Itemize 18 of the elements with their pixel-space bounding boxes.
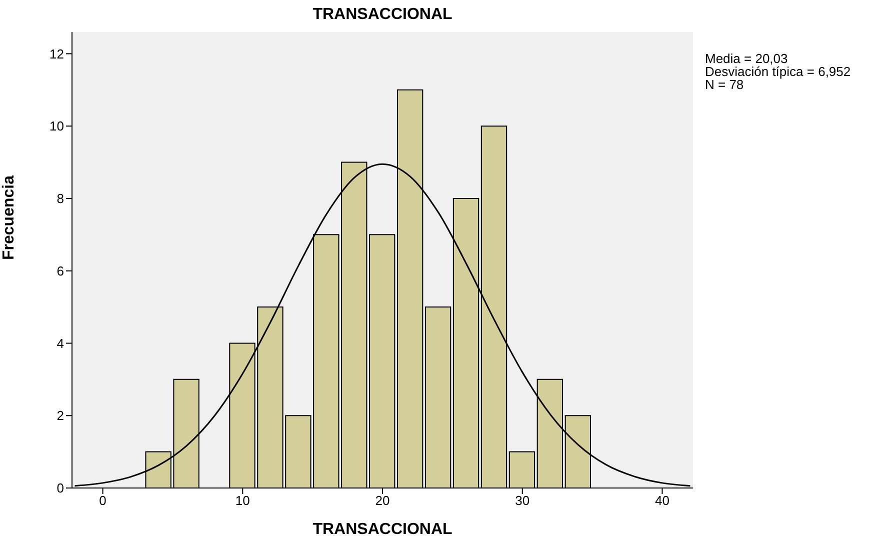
x-tick-label: 30 bbox=[515, 493, 530, 508]
text: N = 78 bbox=[705, 77, 745, 92]
y-tick-label: 8 bbox=[56, 191, 64, 206]
y-tick-label: 4 bbox=[56, 336, 64, 351]
chart-title: TRANSACCIONAL bbox=[312, 6, 454, 24]
y-tick-label: 10 bbox=[50, 118, 64, 134]
x-tick-label: 40 bbox=[654, 493, 670, 508]
y-tick-label: 0 bbox=[56, 480, 64, 496]
text: Desviación típica = 6,952 bbox=[705, 64, 851, 79]
x-tick-label: 20 bbox=[375, 493, 390, 508]
y-tick-label: 12 bbox=[50, 46, 64, 62]
x-axis-title: TRANSACCIONAL bbox=[312, 521, 452, 538]
y-tick-label: 6 bbox=[56, 263, 64, 278]
x-tick-label: 0 bbox=[99, 493, 106, 508]
y-axis-title: Frecuencia bbox=[0, 175, 18, 260]
text: Media = 20,03 bbox=[705, 51, 789, 66]
y-tick-label: 2 bbox=[56, 408, 64, 424]
x-tick-label: 10 bbox=[235, 493, 250, 508]
